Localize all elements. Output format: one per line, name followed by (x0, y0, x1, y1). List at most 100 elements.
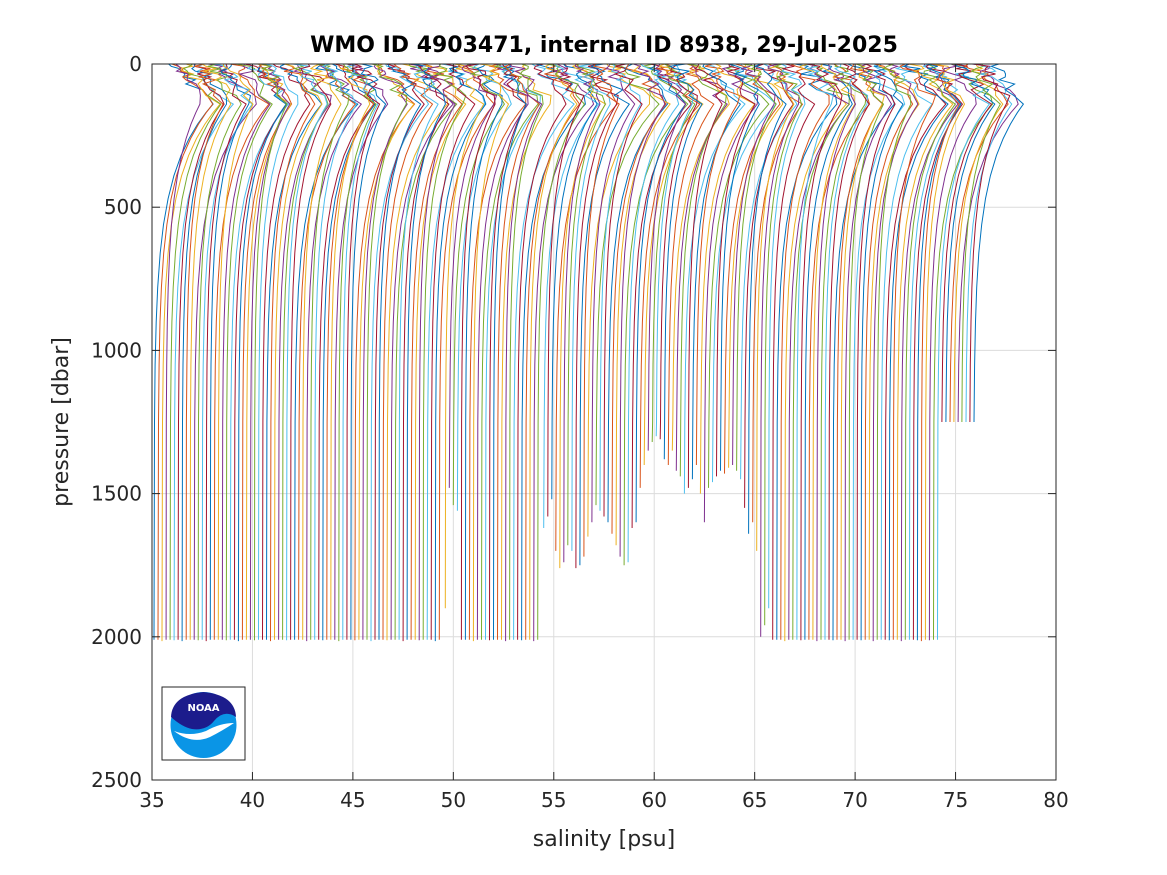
profile-lines (153, 63, 1025, 642)
profile-line (667, 63, 715, 466)
profile-line (497, 63, 540, 640)
profile-line (896, 63, 954, 640)
profile-line (848, 63, 885, 640)
profile-line (571, 63, 611, 551)
profile-line (928, 63, 977, 641)
profile-line (969, 63, 1011, 423)
x-tick-label: 80 (1043, 788, 1068, 812)
profile-line (647, 63, 687, 451)
profile-line (659, 63, 698, 440)
profile-line (768, 63, 806, 609)
profile-line (800, 63, 843, 641)
y-tick-labels: 0 500 1000 1500 2000 2500 (91, 52, 142, 792)
profile-line (595, 63, 660, 506)
y-tick-label: 1000 (91, 338, 142, 362)
profile-line (784, 63, 847, 642)
y-tick-label: 500 (104, 195, 142, 219)
profile-line (876, 63, 912, 640)
profile-line (406, 63, 446, 640)
profile-line (687, 63, 724, 488)
profile-line (920, 63, 960, 642)
x-tick-labels: 35 40 45 50 55 60 65 70 75 80 (139, 788, 1068, 812)
profile-line (551, 63, 598, 500)
profile-line (213, 63, 270, 640)
profile-line (900, 63, 959, 642)
y-tick-label: 2500 (91, 768, 142, 792)
profile-line (185, 63, 224, 640)
profile-line (828, 63, 870, 640)
profile-line (350, 63, 387, 640)
profile-line (973, 63, 1025, 423)
profile-line (884, 63, 947, 640)
profile-line (695, 63, 741, 466)
profile-line (418, 64, 456, 641)
profile-line (414, 63, 467, 640)
profile-line (378, 64, 422, 640)
profile-line (780, 63, 830, 640)
profile-line (961, 63, 1001, 423)
x-tick-label: 60 (641, 788, 666, 812)
profile-line (314, 63, 358, 640)
profile-line (274, 63, 323, 640)
profile-line (464, 63, 503, 640)
profile-line (402, 63, 450, 642)
profile-line (675, 63, 728, 471)
y-tick-label: 1500 (91, 482, 142, 506)
profile-line (728, 63, 784, 468)
x-tick-label: 35 (139, 788, 164, 812)
profile-line (221, 63, 271, 640)
profile-line (748, 63, 787, 534)
x-tick-label: 55 (541, 788, 566, 812)
profile-line (615, 63, 671, 546)
profile-line (812, 63, 856, 640)
x-tick-label: 75 (943, 788, 968, 812)
chart-title: WMO ID 4903471, internal ID 8938, 29-Jul… (310, 33, 898, 58)
profile-line (583, 63, 620, 557)
profile-line (205, 63, 247, 642)
profile-line (517, 63, 567, 640)
logo-wave (174, 723, 234, 740)
profile-line (872, 63, 919, 642)
profile-line (844, 63, 893, 642)
profile-line (217, 63, 254, 640)
profile-line (720, 63, 760, 471)
x-tick-label: 40 (240, 788, 265, 812)
profile-line (177, 63, 225, 640)
profile-line (430, 63, 476, 640)
x-tick-label: 45 (340, 788, 365, 812)
profile-line (888, 63, 949, 641)
profile-line (635, 64, 687, 523)
profile-line (489, 63, 528, 641)
profile-line (346, 63, 381, 640)
profile-line (525, 63, 581, 640)
profile-line (493, 63, 527, 640)
profile-line (310, 63, 350, 640)
profile-line (752, 63, 804, 523)
profile-line (627, 63, 680, 563)
profile-line (824, 64, 869, 640)
profile-line (699, 63, 756, 494)
profile-line (736, 63, 777, 471)
profile-line (663, 63, 703, 460)
profile-line (655, 63, 694, 437)
profile-line (908, 63, 961, 640)
profile-line (298, 63, 357, 640)
profile-line (290, 63, 332, 640)
profile-line (937, 63, 991, 640)
profile-line (916, 63, 962, 641)
logo-text: NOAA (187, 703, 219, 714)
profile-line (941, 63, 993, 423)
profile-line (342, 63, 379, 640)
profile-line (792, 63, 850, 640)
profile-line (712, 63, 777, 483)
logo-dark-half (171, 692, 236, 730)
profile-line (306, 63, 363, 642)
profile-line (422, 63, 467, 640)
profile-line (744, 63, 794, 508)
profile-line (732, 63, 776, 466)
profile-line (169, 63, 222, 640)
profile-line (529, 63, 578, 640)
profile-line (225, 63, 273, 641)
profile-line (599, 63, 642, 511)
x-tick-label: 50 (441, 788, 466, 812)
